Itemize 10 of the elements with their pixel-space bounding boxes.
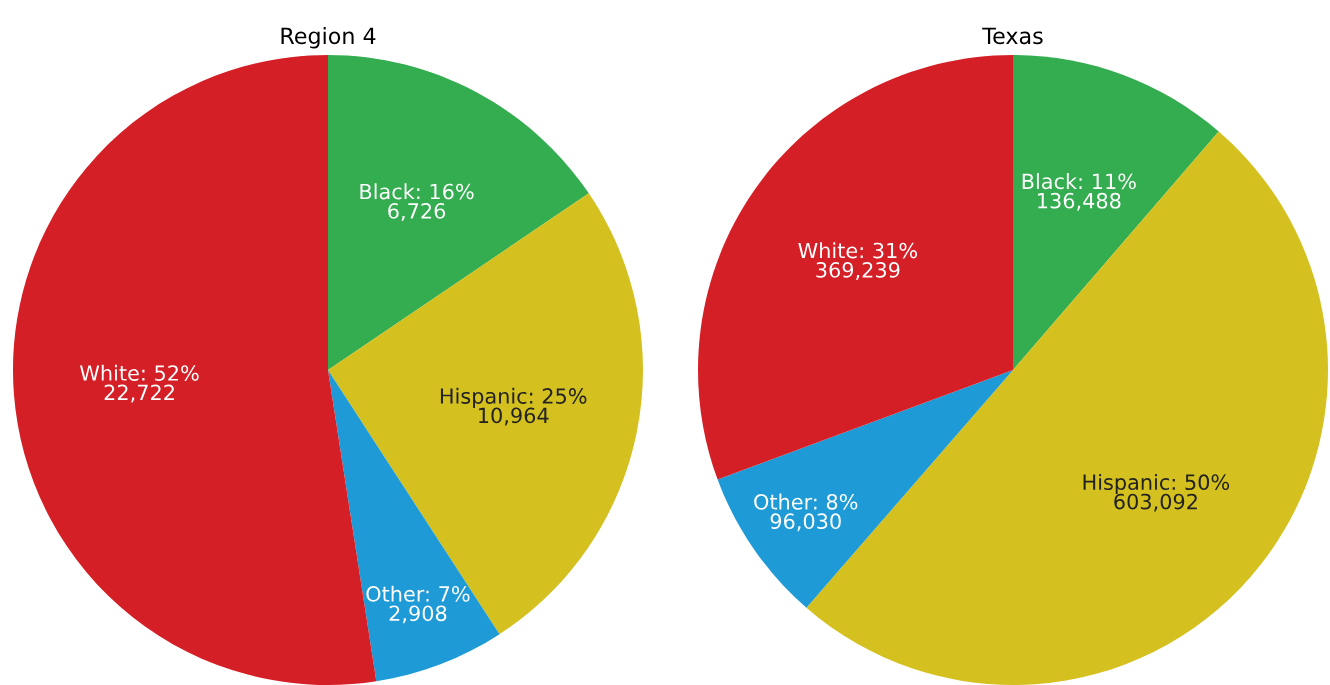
slice-label: Black: 16% 6,726 bbox=[360, 183, 474, 221]
slice-label: Hispanic: 25% 10,964 bbox=[440, 387, 587, 426]
slice-label: Black: 11% 136,488 bbox=[1022, 173, 1136, 211]
slice-label: White: 31% 369,239 bbox=[798, 242, 917, 280]
slice-label: Other: 7% 2,908 bbox=[366, 585, 470, 624]
slice-label: White: 52% 22,722 bbox=[79, 364, 199, 403]
slice-label: Other: 8% 96,030 bbox=[754, 493, 858, 532]
chart-title: Region 4 bbox=[281, 27, 376, 49]
chart-title: Texas bbox=[982, 27, 1043, 45]
slice-label: Hispanic: 50% 603,092 bbox=[1083, 473, 1230, 512]
